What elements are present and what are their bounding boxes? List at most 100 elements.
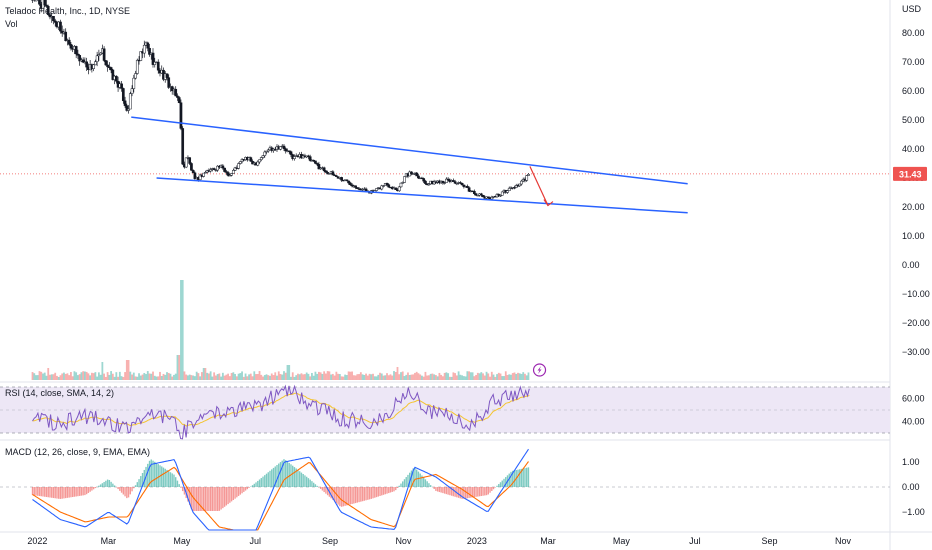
candle-body [462,184,466,187]
volume-bar [248,374,250,380]
last-price-tag [893,166,927,181]
macd-histogram-bar [222,487,224,509]
volume-bar [342,376,345,380]
macd-histogram-bar [220,487,222,510]
macd-histogram-bar [225,487,228,506]
macd-histogram-bar [489,487,491,493]
candle-body [472,190,476,194]
volume-bar [132,372,135,380]
volume-bar [319,372,322,380]
macd-histogram-bar [181,487,184,492]
volume-bar [476,372,479,380]
volume-bar [501,376,504,380]
volume-bar [145,374,147,380]
macd-histogram-bar [498,484,500,487]
volume-bar [188,374,191,380]
candle-body [74,46,78,55]
macd-histogram-bar [232,487,235,501]
candle-body [427,183,431,186]
macd-histogram-bar [395,487,397,491]
macd-label: MACD (12, 26, close, 9, EMA, EMA) [5,447,150,457]
candle-body [259,157,263,160]
volume-bar [433,374,436,380]
macd-histogram-bar [433,487,435,489]
macd-histogram-bar [342,487,345,507]
macd-histogram-bar [510,471,512,487]
macd-histogram-bar [449,487,451,496]
candle-body [350,184,354,187]
volume-bar [143,372,146,380]
volume-bar [167,372,170,380]
macd-histogram-bar [201,487,203,511]
macd-histogram-bar [101,483,104,487]
volume-bar [496,374,498,380]
trendline-upper[interactable] [131,116,688,185]
macd-histogram-bar [265,473,268,487]
macd-histogram-bar [45,487,48,498]
macd-histogram-bar [360,487,362,502]
macd-histogram-bar [407,474,409,487]
macd-histogram-bar [347,487,350,505]
candle-body [237,163,240,169]
volume-bar [164,374,167,380]
macd-histogram-bar [319,487,322,489]
macd-histogram-bar [188,487,191,505]
macd-histogram-bar [84,487,86,496]
macd-histogram-bar [382,487,385,495]
volume-bar [365,373,367,380]
candle-body [507,187,511,191]
trendline-lower[interactable] [156,177,688,214]
macd-histogram-bar [161,466,163,487]
macd-histogram-bar [326,487,329,496]
price-tick-label: 40.00 [902,144,925,154]
macd-histogram-bar [124,487,126,497]
macd-histogram-bar [131,487,133,492]
candle-body [518,183,522,187]
volume-bar [436,376,439,380]
macd-histogram-bar [112,483,114,487]
last-price-label: 31.43 [899,169,922,179]
rsi-label: RSI (14, close, SMA, 14, 2) [5,388,114,398]
macd-histogram-bar [77,487,79,497]
volume-bar [223,375,226,380]
volume-bar [394,371,397,380]
candle-body [139,51,143,61]
candle-body [312,159,316,162]
macd-histogram-bar [421,475,423,487]
price-tick-label: 20.00 [902,202,925,212]
volume-bar [181,280,184,380]
volume-bar [256,373,259,380]
volume-bar [300,373,303,380]
candle-body [165,73,169,78]
candle-body [64,31,68,41]
candle-body [293,156,296,159]
macd-histogram-bar [176,480,179,487]
macd-histogram-bar [295,468,297,487]
macd-histogram-bar [363,487,366,501]
volume-bar [518,373,521,380]
macd-histogram-bar [215,487,217,511]
candle-body [102,48,106,61]
volume-bar [61,373,64,380]
projection-arrow[interactable] [529,166,549,206]
macd-histogram-bar [302,474,304,487]
macd-histogram-bar [379,487,381,496]
macd-histogram-bar [236,487,238,498]
macd-histogram-bar [386,487,388,494]
price-tick-label: −20.00 [902,318,930,328]
macd-histogram-bar [110,481,112,487]
volume-bar [469,372,472,380]
macd-histogram-bar [150,459,152,487]
candle-body [410,171,413,175]
candle-body [142,44,146,54]
macd-histogram-bar [59,487,62,499]
candle-body [453,181,457,184]
volume-bar [428,375,430,380]
volume-bar [232,372,235,380]
volume-bar [525,375,528,380]
macd-histogram-bar [304,475,306,487]
volume-bar [398,374,401,380]
volume-bar [375,376,378,380]
